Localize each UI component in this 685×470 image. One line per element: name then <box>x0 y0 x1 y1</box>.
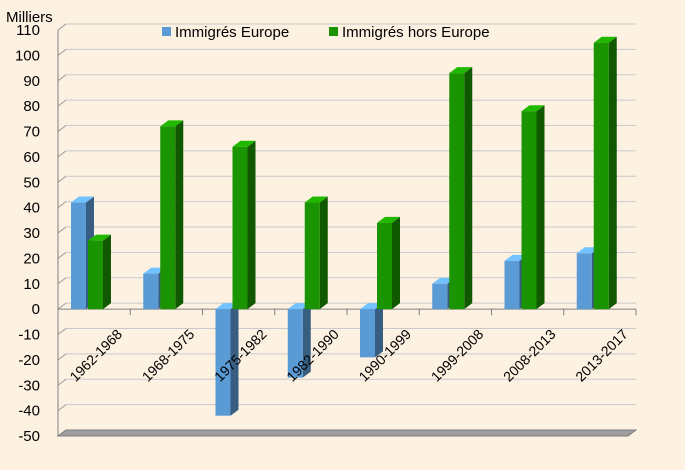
bar-top <box>160 120 184 127</box>
gridline-side <box>57 404 67 412</box>
bar-front <box>593 42 609 310</box>
y-tick-label: -20 <box>18 352 40 369</box>
bar-top <box>377 216 400 223</box>
bar-hors-europe-2008-2013 <box>521 105 545 310</box>
chart-floor <box>56 429 638 437</box>
bar-front <box>232 146 248 310</box>
bar-front <box>215 309 231 416</box>
gridline-side <box>57 251 67 259</box>
gridline-side <box>57 277 67 285</box>
bar-front <box>360 309 375 358</box>
y-tick-label: 100 <box>15 47 40 64</box>
bar-top <box>304 196 328 203</box>
bar-side <box>302 303 311 378</box>
bar-hors-europe-1990-1999 <box>377 216 400 310</box>
gridline-side <box>57 175 67 183</box>
bar-europe-1982-1990 <box>287 303 311 378</box>
bar-front <box>88 240 103 310</box>
bar-front <box>432 283 448 310</box>
bar-top <box>71 196 94 203</box>
y-tick-label: 50 <box>23 174 40 191</box>
bars-layer <box>71 36 617 416</box>
bar-top <box>88 234 111 241</box>
gridline-side <box>57 48 67 56</box>
y-tick-label: 110 <box>16 22 40 39</box>
legend-swatch-hors-europe <box>329 27 338 36</box>
bar-hors-europe-1999-2008 <box>449 67 473 310</box>
bar-front <box>143 273 159 310</box>
gridline-side <box>57 353 67 361</box>
bar-front <box>521 111 537 310</box>
gridline-side <box>57 74 67 82</box>
bar-europe-1990-1999 <box>360 303 383 358</box>
bar-top <box>449 67 473 74</box>
bar-hors-europe-1982-1990 <box>304 196 328 310</box>
y-tick-label: 20 <box>23 250 40 267</box>
bar-front <box>377 222 392 310</box>
gridline-side <box>57 201 67 209</box>
legend-swatch-europe <box>162 27 171 36</box>
y-tick-label: 80 <box>23 98 40 115</box>
bar-hors-europe-1962-1968 <box>88 234 111 310</box>
gridline-side <box>57 23 67 31</box>
bar-side <box>319 196 328 310</box>
bar-front <box>449 73 465 310</box>
y-tick-label: -10 <box>18 327 40 344</box>
bar-front <box>71 202 86 310</box>
legend: Immigrés Europe Immigrés hors Europe <box>162 24 490 41</box>
gridline-side <box>57 125 67 132</box>
bar-side <box>375 303 383 358</box>
y-tick-label: 30 <box>23 225 40 242</box>
bar-side <box>247 140 256 310</box>
bar-front <box>504 260 520 310</box>
gridline-side <box>57 378 67 386</box>
bar-top <box>521 105 545 112</box>
bar-top <box>593 36 617 43</box>
bar-front <box>304 202 320 310</box>
y-tick-label: -50 <box>18 428 40 445</box>
bar-hors-europe-1968-1975 <box>160 120 184 310</box>
y-axis-unit-label: Milliers <box>6 9 53 26</box>
bar-front <box>287 309 303 378</box>
bar-side <box>464 67 473 310</box>
legend-label-hors-europe: Immigrés hors Europe <box>342 24 490 41</box>
bar-front <box>160 126 176 310</box>
gridline-side <box>57 302 67 310</box>
y-tick-label: 90 <box>23 73 40 90</box>
gridline-side <box>57 328 67 335</box>
bar-side <box>536 105 545 310</box>
bar-hors-europe-1975-1982 <box>232 140 256 310</box>
legend-label-europe: Immigrés Europe <box>175 24 289 41</box>
y-tick-label: 70 <box>23 124 40 141</box>
bar-side <box>103 234 111 310</box>
y-tick-label: 0 <box>32 301 40 318</box>
y-tick-label: -30 <box>18 377 40 394</box>
bar-side <box>175 120 184 310</box>
bar-hors-europe-2013-2017 <box>593 36 617 310</box>
bar-side <box>608 36 617 310</box>
bar-side <box>230 303 239 416</box>
bar-europe-1975-1982 <box>215 303 239 416</box>
bar-top <box>232 140 256 147</box>
y-tick-label: 60 <box>23 149 40 166</box>
gridline-side <box>57 226 67 234</box>
gridline-side <box>57 99 67 107</box>
y-tick-label: 10 <box>23 276 40 293</box>
bar-front <box>576 253 592 310</box>
floor-layer <box>56 429 638 437</box>
y-tick-label: 40 <box>23 200 40 217</box>
bar-side <box>392 216 400 310</box>
gridline-side <box>57 150 67 158</box>
y-tick-label: -40 <box>18 403 40 420</box>
